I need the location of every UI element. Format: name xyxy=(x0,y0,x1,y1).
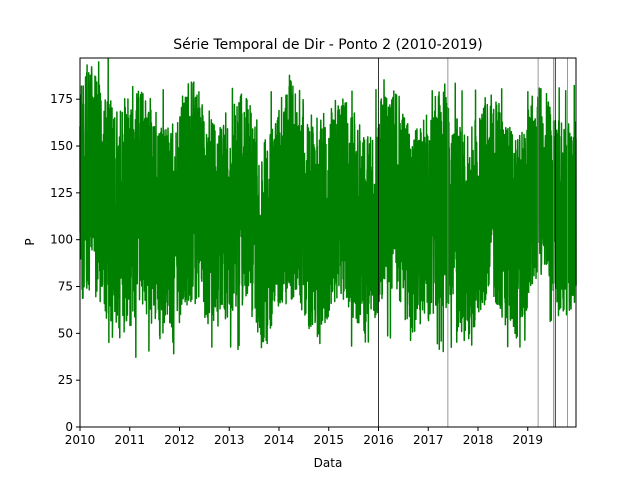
x-tick-label: 2018 xyxy=(463,433,494,447)
x-axis: 2010 2011 2012 2013 2014 2015 2016 2017 2018 2019 xyxy=(65,427,543,447)
y-tick-label: 25 xyxy=(58,373,73,387)
x-tick-label: 2013 xyxy=(214,433,245,447)
y-tick-label: 125 xyxy=(50,186,73,200)
x-tick-label: 2014 xyxy=(264,433,295,447)
axes-frame xyxy=(79,57,577,428)
plot-area xyxy=(79,57,577,427)
x-axis-label: Data xyxy=(314,456,343,470)
chart-title: Série Temporal de Dir - Ponto 2 (2010-20… xyxy=(173,37,483,53)
x-tick-label: 2017 xyxy=(413,433,444,447)
x-tick-label: 2011 xyxy=(114,433,145,447)
y-axis-label: P xyxy=(23,238,37,245)
y-tick-label: 0 xyxy=(65,420,73,434)
y-tick-label: 150 xyxy=(50,139,73,153)
y-tick-label: 75 xyxy=(58,280,73,294)
y-tick-label: 100 xyxy=(50,233,73,247)
x-tick-label: 2019 xyxy=(512,433,543,447)
y-tick-label: 175 xyxy=(50,92,73,106)
y-axis: 0 25 50 75 100 125 150 175 xyxy=(50,92,80,434)
x-tick-label: 2015 xyxy=(313,433,344,447)
x-tick-label: 2016 xyxy=(363,433,394,447)
x-tick-label: 2012 xyxy=(164,433,195,447)
x-tick-label: 2010 xyxy=(65,433,96,447)
y-tick-label: 50 xyxy=(58,326,73,340)
series-line xyxy=(79,57,577,359)
